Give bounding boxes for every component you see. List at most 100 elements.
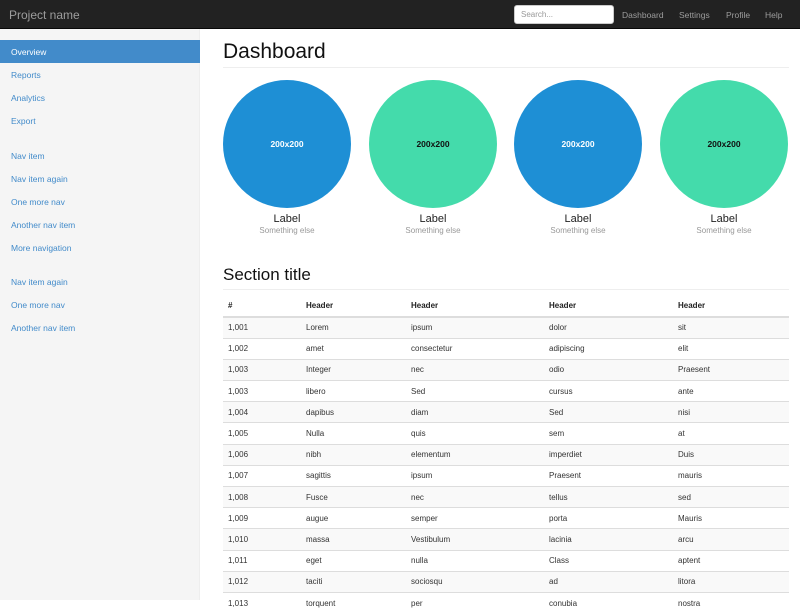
table-cell: nulla	[406, 549, 544, 572]
column-header: Header	[406, 295, 544, 318]
image-size-text: 200x200	[416, 139, 450, 149]
placeholder-card: 200x200 Label Something else	[223, 80, 351, 235]
table-cell: Fusce	[301, 485, 406, 508]
table-cell: odio	[544, 358, 673, 381]
placeholder-label: Label	[419, 213, 447, 225]
image-size-text: 200x200	[707, 139, 741, 149]
table-cell: augue	[301, 507, 406, 529]
placeholder-card: 200x200 Label Something else	[514, 80, 642, 235]
table-cell: 1,003	[223, 358, 301, 381]
sidebar-item[interactable]: Nav item again	[11, 173, 68, 184]
column-header: #	[223, 295, 301, 318]
table-cell: nisi	[673, 401, 789, 423]
sidebar-item[interactable]: Nav item again	[11, 277, 68, 287]
table-header-row: # Header Header Header Header	[223, 295, 789, 318]
table-cell: elementum	[406, 443, 544, 466]
table-cell: 1,003	[223, 380, 301, 402]
sidebar-item[interactable]: One more nav	[11, 196, 65, 207]
table-cell: arcu	[673, 528, 789, 551]
table-cell: litora	[673, 570, 789, 593]
table-cell: diam	[406, 401, 544, 423]
table-cell: Sed	[544, 401, 673, 423]
table-cell: Sed	[406, 380, 544, 402]
table-row: 1,001 Lorem ipsum dolor sit	[223, 316, 789, 339]
sidebar-item[interactable]: Export	[11, 116, 36, 126]
sidebar-item[interactable]: Reports	[11, 70, 41, 80]
table-cell: ipsum	[406, 464, 544, 487]
column-header: Header	[301, 295, 406, 318]
table-cell: 1,013	[223, 591, 301, 614]
page-title: Dashboard	[223, 40, 326, 63]
table-cell: amet	[301, 337, 406, 360]
table-cell: 1,007	[223, 464, 301, 487]
table-cell: conubia	[544, 591, 673, 614]
placeholder-label: Label	[710, 213, 738, 225]
placeholder-label: Label	[564, 213, 592, 225]
table-cell: Praesent	[673, 358, 789, 381]
table-cell: dolor	[544, 316, 673, 339]
table-cell: Vestibulum	[406, 528, 544, 551]
table-cell: 1,006	[223, 443, 301, 466]
table-cell: 1,009	[223, 507, 301, 529]
table-cell: nec	[406, 485, 544, 508]
table-row: 1,003 Integer nec odio Praesent	[223, 358, 789, 381]
placeholder-subtext: Something else	[405, 226, 461, 235]
table-cell: per	[406, 591, 544, 614]
table-cell: 1,010	[223, 528, 301, 551]
table-row: 1,010 massa Vestibulum lacinia arcu	[223, 528, 789, 551]
table-cell: 1,005	[223, 422, 301, 445]
sidebar-item[interactable]: Another nav item	[11, 219, 76, 230]
table-cell: at	[673, 422, 789, 445]
placeholder-card: 200x200 Label Something else	[369, 80, 497, 235]
divider	[223, 67, 789, 68]
column-header: Header	[673, 295, 789, 318]
data-table: # Header Header Header Header 1,001 Lorem ipsu…	[223, 295, 789, 614]
brand-link[interactable]: Project name	[9, 8, 80, 22]
table-cell: porta	[544, 507, 673, 529]
sidebar: Overview Reports Analytics Export Nav item Na…	[0, 29, 200, 600]
nav-link-profile[interactable]: Profile	[726, 10, 751, 20]
column-header: Header	[544, 295, 673, 318]
table-cell: libero	[301, 380, 406, 402]
sidebar-item[interactable]: One more nav	[11, 300, 65, 310]
table-cell: consectetur	[406, 337, 544, 360]
nav-link-settings[interactable]: Settings	[679, 10, 710, 20]
table-cell: adipiscing	[544, 337, 673, 360]
search-input[interactable]	[514, 5, 614, 24]
sidebar-item[interactable]: Another nav item	[11, 323, 76, 333]
placeholder-subtext: Something else	[259, 226, 315, 235]
table-row: 1,011 eget nulla Class aptent	[223, 549, 789, 572]
table-cell: semper	[406, 507, 544, 529]
divider	[223, 289, 789, 290]
table-row: 1,013 torquent per conubia nostra	[223, 591, 789, 614]
sidebar-item[interactable]: More navigation	[11, 242, 72, 253]
placeholder-subtext: Something else	[550, 226, 606, 235]
placeholder-label: Label	[273, 213, 301, 225]
nav-link-help[interactable]: Help	[765, 10, 783, 20]
sidebar-item[interactable]: Nav item	[11, 150, 45, 161]
sidebar-item[interactable]: Analytics	[11, 93, 46, 103]
table-cell: 1,011	[223, 549, 301, 572]
table-cell: 1,008	[223, 485, 301, 508]
table-cell: ad	[544, 570, 673, 593]
placeholder-image: 200x200	[223, 80, 351, 208]
placeholder-card: 200x200 Label Something else	[660, 80, 788, 235]
table-cell: ante	[673, 380, 789, 402]
table-cell: tellus	[544, 485, 673, 508]
table-cell: 1,012	[223, 570, 301, 593]
placeholder-image: 200x200	[660, 80, 788, 208]
table-cell: 1,002	[223, 337, 301, 360]
nav-link-dashboard[interactable]: Dashboard	[622, 10, 664, 20]
table-cell: imperdiet	[544, 443, 673, 466]
table-cell: mauris	[673, 464, 789, 487]
placeholder-image: 200x200	[514, 80, 642, 208]
table-cell: sed	[673, 485, 789, 508]
section-title: Section title	[223, 265, 311, 284]
table-cell: Integer	[301, 358, 406, 381]
table-row: 1,002 amet consectetur adipiscing elit	[223, 337, 789, 360]
image-size-text: 200x200	[561, 139, 595, 149]
table-cell: cursus	[544, 380, 673, 402]
table-cell: sociosqu	[406, 570, 544, 593]
sidebar-item[interactable]: Overview	[0, 40, 200, 63]
table-cell: Mauris	[673, 507, 789, 529]
